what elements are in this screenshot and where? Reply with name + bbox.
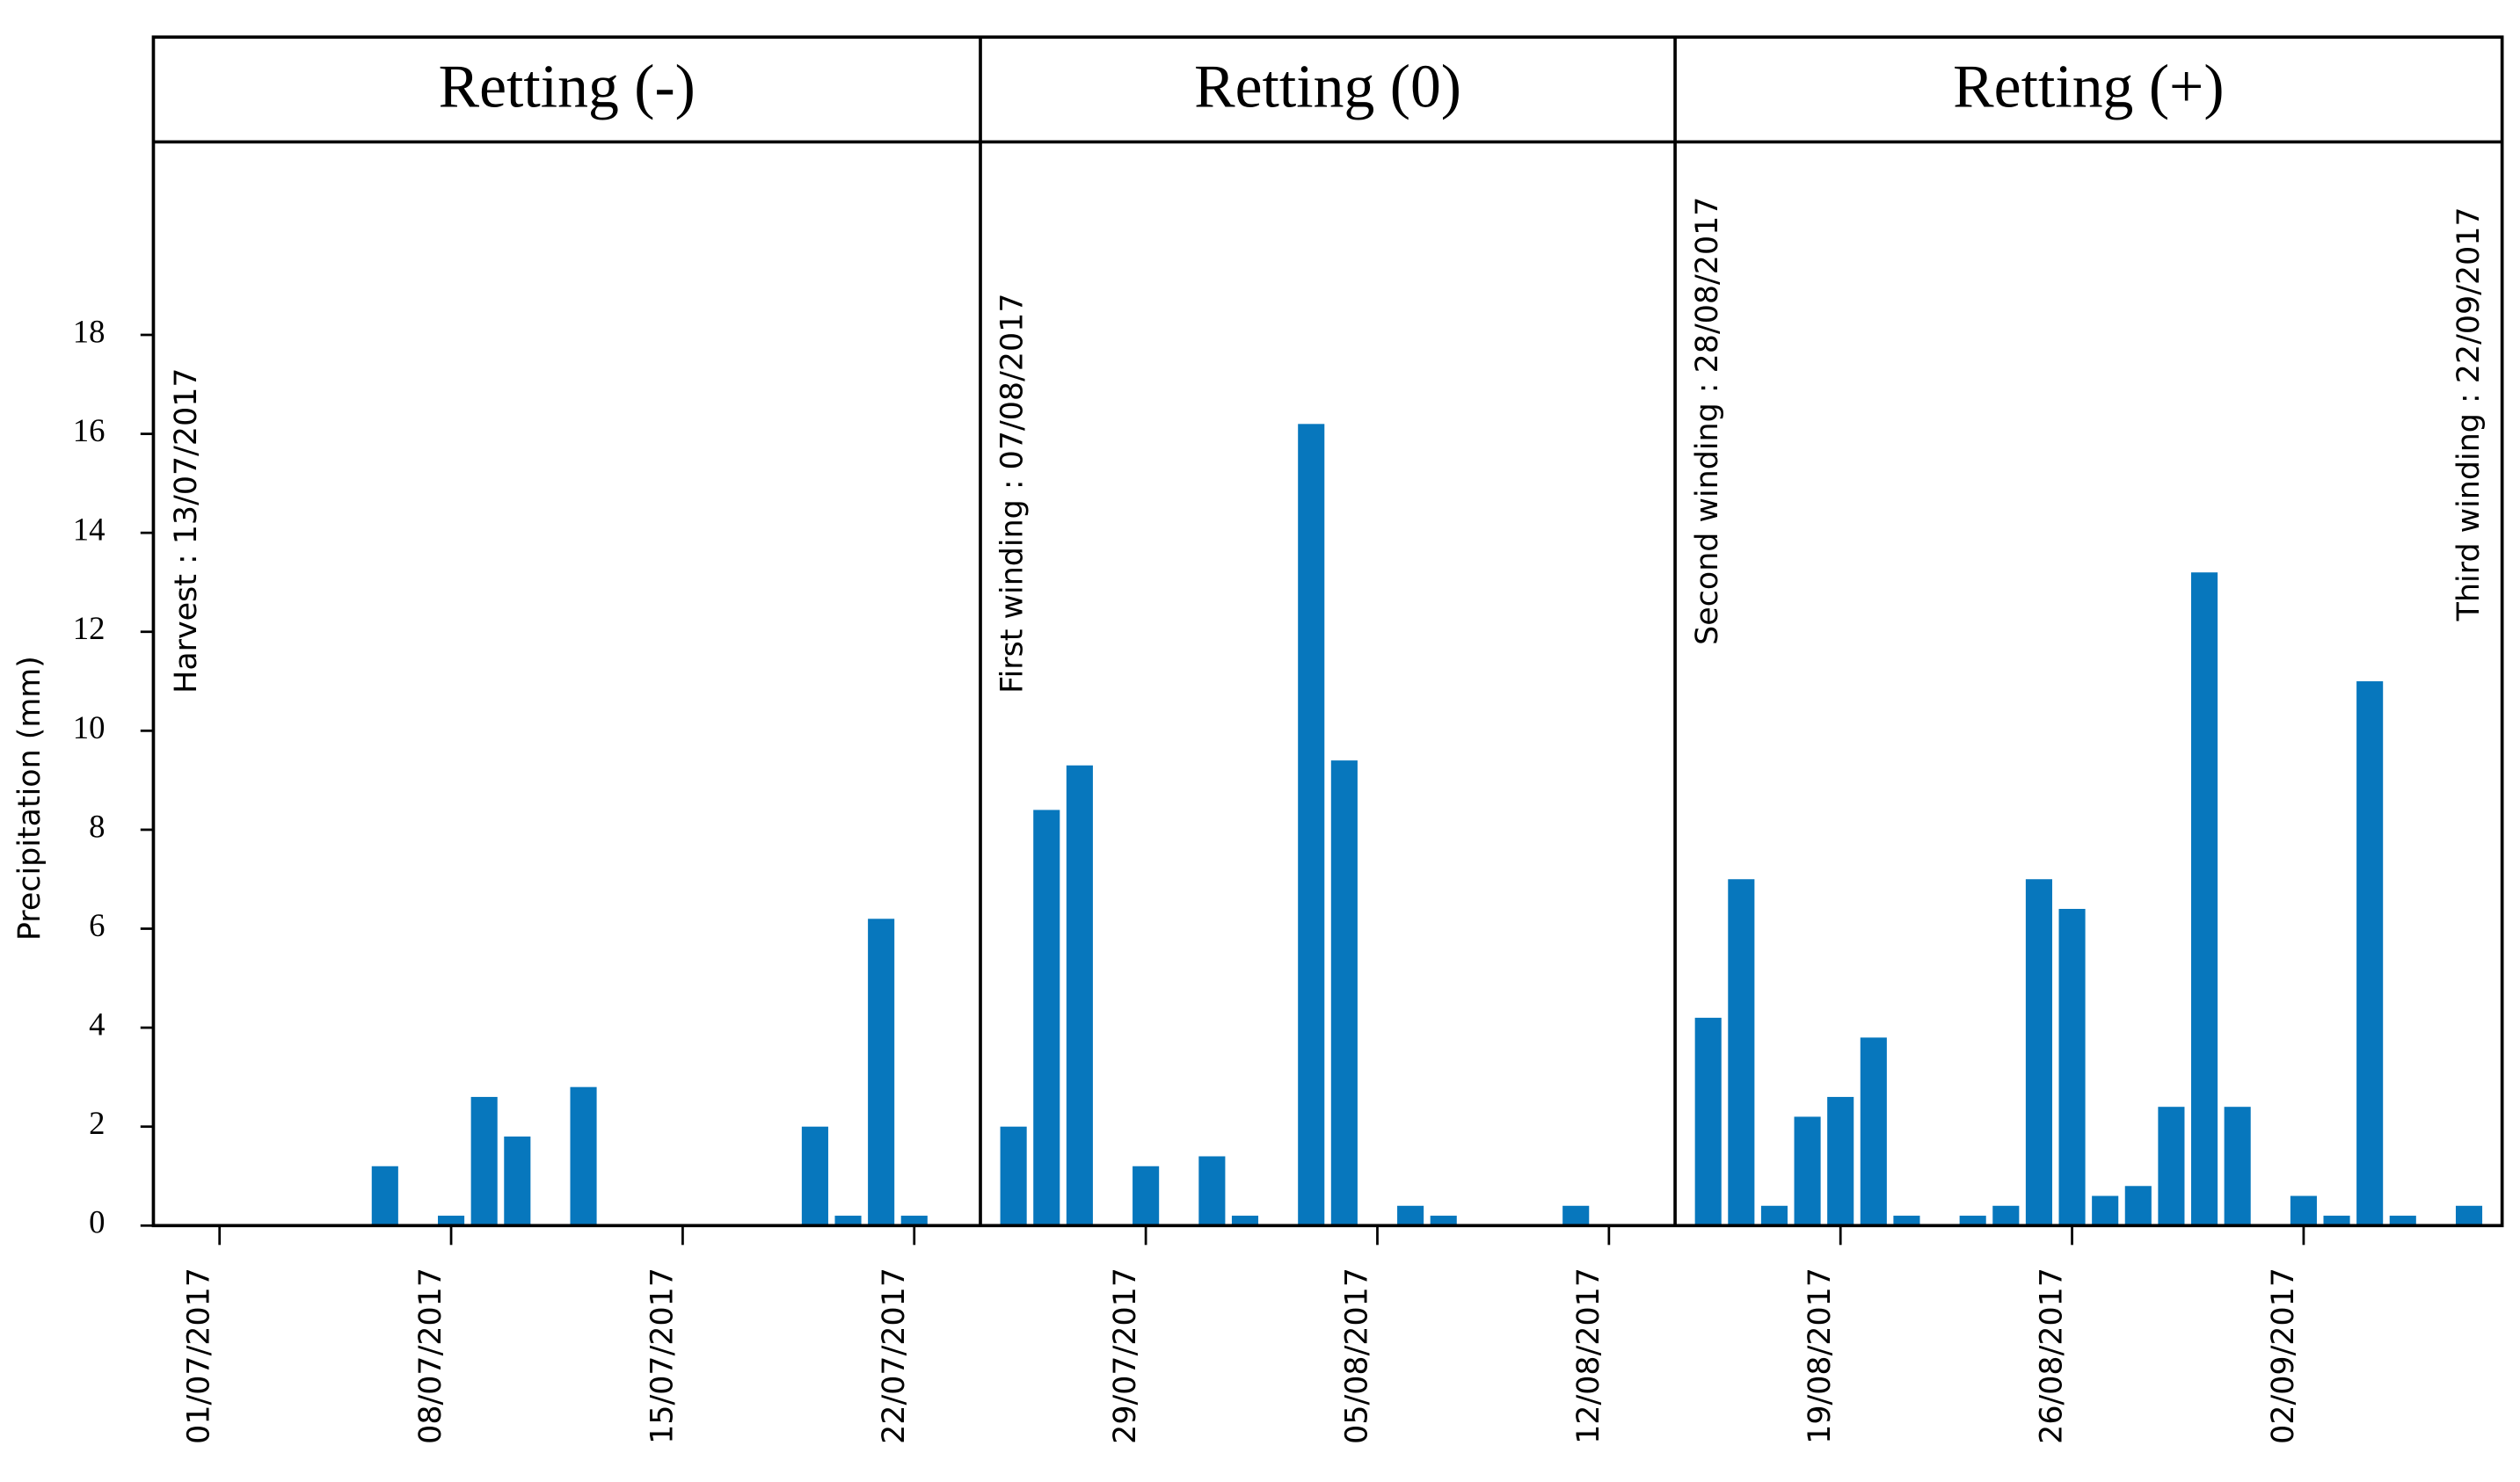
bar xyxy=(1033,810,1060,1226)
bar xyxy=(1198,1156,1226,1226)
bar xyxy=(834,1216,862,1226)
bar xyxy=(2092,1195,2119,1226)
bar xyxy=(1794,1116,1821,1226)
x-tick-label: 01/07/2017 xyxy=(182,1268,217,1444)
bar xyxy=(470,1096,498,1226)
x-tick-label: 29/07/2017 xyxy=(1108,1268,1143,1444)
y-tick-label: 8 xyxy=(89,808,105,844)
bar xyxy=(2389,1216,2416,1226)
y-tick-label: 18 xyxy=(73,313,106,349)
bar xyxy=(1728,879,1755,1226)
x-tick-label: 19/08/2017 xyxy=(1803,1268,1838,1444)
y-tick-label: 12 xyxy=(73,610,106,646)
annotation: Harvest : 13/07/2017 xyxy=(169,367,204,693)
x-tick-label: 05/08/2017 xyxy=(1339,1268,1374,1444)
bar xyxy=(2290,1195,2317,1226)
bar xyxy=(570,1086,597,1226)
bar xyxy=(1066,765,1093,1226)
panel-title: Retting (-) xyxy=(439,53,696,120)
bar xyxy=(2224,1107,2251,1226)
bar xyxy=(1298,424,1325,1226)
annotation: Second winding : 28/08/2017 xyxy=(1690,197,1725,645)
bar xyxy=(2323,1216,2350,1226)
y-axis-label: Precipitation (mm) xyxy=(12,656,47,941)
bar xyxy=(1330,760,1358,1226)
y-tick-label: 0 xyxy=(89,1204,105,1240)
bar xyxy=(1430,1216,1457,1226)
x-tick-label: 12/08/2017 xyxy=(1571,1268,1606,1444)
bar xyxy=(2158,1107,2185,1226)
bar xyxy=(1827,1096,1854,1226)
bar xyxy=(801,1126,828,1226)
bar xyxy=(868,919,895,1226)
y-tick-label: 16 xyxy=(73,412,106,448)
bar xyxy=(2455,1205,2483,1226)
bar xyxy=(438,1216,465,1226)
panel-title: Retting (0) xyxy=(1194,53,1461,120)
bar xyxy=(1562,1205,1590,1226)
bar xyxy=(1231,1216,1259,1226)
y-tick-label: 14 xyxy=(73,512,106,548)
plot-frame xyxy=(151,35,2504,1228)
bar xyxy=(1133,1166,1160,1226)
bar xyxy=(1760,1205,1788,1226)
bar xyxy=(900,1216,928,1226)
bar xyxy=(2025,879,2052,1226)
bar xyxy=(1694,1017,1722,1226)
x-tick-label: 15/07/2017 xyxy=(645,1268,680,1444)
bar xyxy=(1860,1037,1887,1226)
bar xyxy=(1397,1205,1424,1226)
x-tick-label: 08/07/2017 xyxy=(413,1268,448,1444)
bar xyxy=(1000,1126,1027,1226)
y-tick-label: 6 xyxy=(89,907,105,943)
bar xyxy=(2058,909,2086,1226)
y-tick-label: 10 xyxy=(73,709,106,745)
bar xyxy=(2124,1186,2152,1226)
y-tick-label: 4 xyxy=(89,1006,105,1042)
bar xyxy=(1893,1216,1920,1226)
bar xyxy=(1992,1205,2020,1226)
bar xyxy=(504,1136,531,1226)
x-tick-label: 02/09/2017 xyxy=(2266,1268,2301,1444)
bar xyxy=(2190,572,2218,1226)
x-tick-label: 22/07/2017 xyxy=(877,1268,912,1444)
panel-title: Retting (+) xyxy=(1953,53,2224,120)
x-tick-label: 26/08/2017 xyxy=(2035,1268,2070,1444)
y-tick-label: 2 xyxy=(89,1105,105,1141)
annotation: First winding : 07/08/2017 xyxy=(994,293,1030,693)
bar xyxy=(1959,1216,1986,1226)
bar xyxy=(2356,681,2384,1226)
annotation: Third winding : 22/09/2017 xyxy=(2451,207,2487,621)
bar xyxy=(371,1166,398,1226)
